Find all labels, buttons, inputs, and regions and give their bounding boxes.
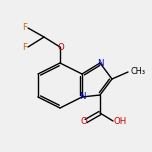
Text: F: F (22, 43, 27, 52)
Text: O: O (80, 117, 87, 126)
Text: O: O (58, 43, 65, 52)
Text: CH₃: CH₃ (131, 67, 146, 76)
Text: N: N (79, 92, 85, 101)
Text: F: F (22, 24, 27, 33)
Text: N: N (98, 59, 104, 68)
Text: OH: OH (114, 117, 127, 126)
